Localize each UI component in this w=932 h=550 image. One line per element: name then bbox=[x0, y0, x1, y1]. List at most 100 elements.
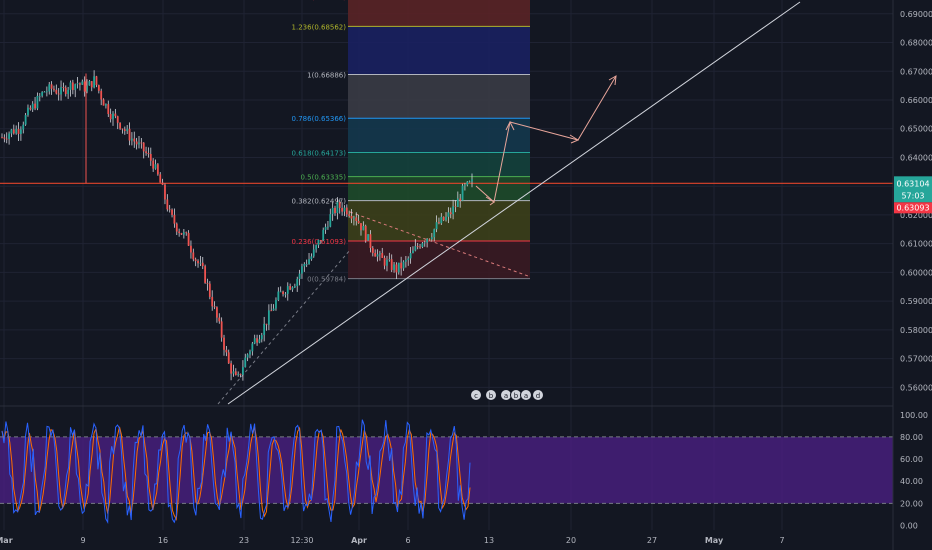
candle-body bbox=[310, 256, 313, 260]
candle-body bbox=[130, 138, 133, 141]
price-tick-label: 0.62000 bbox=[900, 211, 932, 220]
candle-body bbox=[407, 258, 410, 261]
candle-body bbox=[128, 128, 131, 141]
fib-zone bbox=[348, 176, 530, 201]
candle-body bbox=[135, 141, 138, 145]
oscillator-axis[interactable]: 100.00 80.00 60.00 40.00 20.00 0.00 bbox=[900, 411, 928, 531]
time-tick-label: 23 bbox=[239, 536, 249, 545]
candle-body bbox=[43, 91, 46, 93]
candle-body bbox=[114, 113, 117, 117]
candle-body bbox=[154, 164, 157, 169]
candle-body bbox=[338, 202, 341, 208]
countdown-label: 57:03 bbox=[901, 191, 924, 200]
time-tick-label: Mar bbox=[0, 536, 13, 545]
candle-body bbox=[353, 217, 355, 219]
price-tick-label: 0.56000 bbox=[900, 383, 932, 392]
candle-body bbox=[430, 237, 433, 240]
candle-body bbox=[116, 116, 119, 123]
candle-body bbox=[182, 232, 185, 235]
candle-body bbox=[175, 223, 178, 232]
candle-body bbox=[362, 226, 365, 231]
candle-body bbox=[93, 76, 96, 88]
candle-body bbox=[53, 88, 55, 90]
candle-body bbox=[197, 260, 199, 264]
candle-body bbox=[112, 113, 114, 120]
candle-body bbox=[48, 84, 51, 92]
candle-body bbox=[69, 82, 72, 90]
candle-body bbox=[230, 363, 232, 374]
candle-body bbox=[336, 202, 339, 214]
time-axis[interactable]: Mar 9 16 23 12:30 Apr 6 13 20 27 May 7 bbox=[0, 536, 785, 545]
fib-zone bbox=[348, 118, 530, 153]
candle-body bbox=[81, 81, 84, 85]
candle-body bbox=[149, 153, 152, 161]
candle-body bbox=[272, 308, 275, 311]
trend-lines[interactable] bbox=[0, 1, 893, 405]
candle-body bbox=[71, 82, 74, 91]
candle-body bbox=[367, 234, 369, 241]
candle-body bbox=[60, 87, 62, 95]
candle-body bbox=[263, 323, 266, 336]
fib-zone bbox=[348, 0, 530, 27]
candle-body bbox=[213, 306, 216, 308]
price-tick-label: 0.59000 bbox=[900, 297, 932, 306]
candle-body bbox=[324, 226, 327, 230]
current-price-label: 0.63104 bbox=[896, 179, 929, 188]
candle-body bbox=[90, 81, 93, 88]
fib-zone bbox=[348, 240, 530, 279]
candle-body bbox=[322, 229, 325, 241]
candle-body bbox=[378, 253, 381, 255]
candle-body bbox=[216, 307, 218, 318]
candle-body bbox=[12, 129, 15, 134]
price-tick-label: 0.66000 bbox=[900, 96, 932, 105]
oscillator-k-line bbox=[1, 419, 471, 525]
event-badge bbox=[470, 389, 482, 401]
candle-body bbox=[267, 310, 270, 325]
candle-body bbox=[36, 95, 39, 109]
candle-body bbox=[15, 128, 18, 134]
time-tick-label: 6 bbox=[405, 536, 410, 545]
candle-body bbox=[88, 81, 91, 86]
candle-body bbox=[220, 321, 223, 338]
candle-body bbox=[279, 291, 282, 293]
candle-body bbox=[178, 231, 181, 234]
price-tick-label: 0.68000 bbox=[900, 39, 932, 48]
candle-body bbox=[421, 243, 424, 248]
candle-body bbox=[341, 207, 344, 212]
candle-body bbox=[345, 207, 348, 215]
price-tick-label: 0.60000 bbox=[900, 268, 932, 277]
candle-body bbox=[76, 83, 79, 85]
second-price-label: 0.63093 bbox=[896, 203, 929, 212]
candle-body bbox=[277, 291, 280, 301]
candle-body bbox=[449, 212, 452, 215]
candle-body bbox=[86, 85, 88, 92]
candle-body bbox=[140, 142, 143, 144]
candle-body bbox=[242, 367, 244, 375]
oscillator-tick-label: 80.00 bbox=[900, 433, 923, 442]
event-badge-label: b bbox=[489, 392, 494, 400]
candle-body bbox=[296, 278, 299, 287]
candle-body bbox=[147, 152, 150, 154]
candle-body bbox=[249, 351, 251, 355]
candle-body bbox=[412, 250, 414, 254]
candle-body bbox=[232, 371, 235, 374]
candle-body bbox=[456, 198, 459, 207]
candle-body bbox=[119, 122, 121, 129]
price-tick-label: 0.58000 bbox=[900, 326, 932, 335]
dashed-trend-line bbox=[217, 249, 351, 405]
candle-body bbox=[29, 107, 32, 110]
oscillator-tick-label: 40.00 bbox=[900, 477, 923, 486]
candle-body bbox=[10, 129, 13, 134]
candle-body bbox=[270, 310, 273, 312]
candle-body bbox=[438, 222, 440, 224]
candle-body bbox=[388, 259, 391, 261]
candle-body bbox=[83, 81, 86, 92]
event-badge bbox=[520, 389, 532, 401]
candle-body bbox=[286, 286, 289, 294]
candle-body bbox=[138, 142, 140, 145]
candle-body bbox=[364, 226, 367, 241]
candle-body bbox=[166, 199, 169, 210]
candle-body bbox=[102, 99, 105, 106]
